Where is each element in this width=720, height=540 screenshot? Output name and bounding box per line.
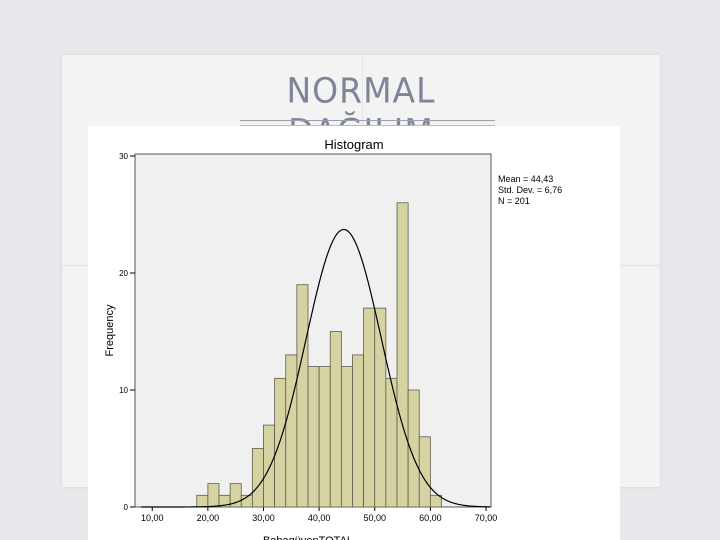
stats-box: Mean = 44,43 Std. Dev. = 6,76 N = 201	[498, 174, 562, 207]
histogram-bar	[307, 366, 320, 508]
histogram-bar	[196, 494, 209, 508]
x-axis-label: BabagüvenTOTAL	[263, 535, 353, 540]
histogram-bar	[274, 377, 287, 508]
chart-title: Histogram	[324, 137, 384, 152]
stat-std-dev: Std. Dev. = 6,76	[498, 185, 563, 195]
y-tick-label: 20	[119, 269, 128, 278]
y-tick-label: 30	[119, 152, 128, 161]
histogram-bar	[374, 307, 387, 508]
histogram-bar	[207, 483, 220, 508]
stat-mean: Mean = 44,43	[498, 174, 554, 184]
x-tick-label: 50,00	[363, 513, 386, 523]
histogram-bar	[418, 436, 431, 508]
x-tick-label: 40,00	[308, 513, 331, 523]
x-tick-label: 60,00	[419, 513, 442, 523]
normal-curve	[141, 228, 491, 508]
x-tick-label: 70,00	[475, 513, 498, 523]
histogram-bar	[318, 366, 331, 508]
histogram-bar	[263, 424, 276, 508]
stat-n: N = 201	[498, 196, 530, 206]
histogram-panel: Histogram 0 10 20 30 10,00 20,00 30,00 40,00 50,…	[88, 126, 620, 540]
histogram-bar	[285, 354, 298, 508]
title-underline	[240, 120, 495, 126]
histogram-bar	[340, 366, 353, 508]
histogram-bar	[429, 494, 442, 508]
y-tick-label: 0	[124, 503, 129, 512]
histogram-bar	[296, 284, 309, 508]
x-tick-label: 10,00	[141, 513, 164, 523]
histogram-bar	[363, 307, 376, 508]
histogram-bar	[329, 331, 342, 508]
y-tick-label: 10	[119, 386, 128, 395]
histogram-bar	[396, 202, 409, 508]
x-tick-label: 20,00	[197, 513, 220, 523]
histogram-bar	[251, 448, 264, 508]
histogram-bar	[352, 354, 365, 508]
x-tick-label: 30,00	[252, 513, 275, 523]
histogram-chart: 0 10 20 30 10,00 20,00 30,00 40,00 50,00 60,00 70,…	[104, 152, 498, 540]
y-axis-label: Frequency	[104, 304, 116, 356]
